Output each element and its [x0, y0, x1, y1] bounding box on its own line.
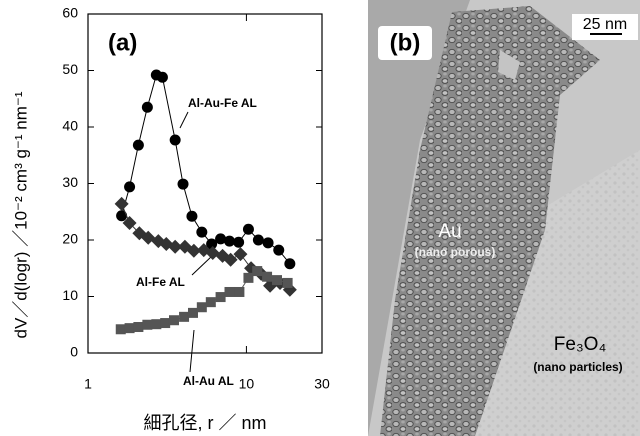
region-sublabel: (nano particles): [533, 360, 622, 374]
point: [170, 134, 181, 145]
annotation-arrow: [192, 256, 212, 275]
x-tick-label: 1: [84, 376, 92, 392]
point: [178, 179, 189, 190]
figure: 25 nm (b) Au (nano porous) Fe₃O₄ (nano p…: [0, 0, 640, 436]
x-axis-label: 細孔径, r ／ nm: [143, 413, 266, 433]
point: [206, 297, 216, 307]
point: [188, 308, 198, 318]
annotation: Al-Au-Fe AL: [188, 96, 257, 110]
tem-image: 25 nm (b) Au (nano porous) Fe₃O₄ (nano p…: [368, 0, 640, 436]
point: [283, 278, 293, 288]
point: [273, 245, 284, 256]
point: [133, 140, 144, 151]
plot-frame: [88, 14, 322, 353]
point: [253, 235, 264, 246]
point: [224, 287, 234, 297]
point: [196, 227, 207, 238]
annotation-arrow: [180, 112, 188, 128]
point: [179, 312, 189, 322]
point: [216, 292, 226, 302]
panel-label: (a): [108, 29, 137, 56]
point: [233, 237, 244, 248]
point: [124, 181, 135, 192]
panel-label: (b): [390, 29, 421, 56]
point: [133, 322, 143, 332]
point: [169, 315, 179, 325]
point: [142, 102, 153, 113]
y-tick-label: 20: [62, 231, 78, 247]
region-label: Au: [438, 221, 461, 242]
y-tick-label: 60: [62, 5, 78, 21]
point: [160, 318, 170, 328]
point: [186, 211, 197, 222]
x-tick-label: 10: [239, 376, 255, 392]
scale-bar-label: 25 nm: [583, 16, 627, 33]
region-label: Fe₃O₄: [554, 334, 607, 355]
annotation: Al-Au AL: [183, 374, 234, 388]
y-tick-label: 40: [62, 118, 78, 134]
point: [157, 72, 168, 83]
y-axis-label: dV／d(logr) ／10⁻² cm³ g⁻¹ nm⁻¹: [11, 91, 30, 338]
point: [272, 275, 282, 285]
point: [243, 224, 254, 235]
region-sublabel: (nano porous): [415, 245, 496, 259]
annotation-arrow: [190, 330, 194, 372]
y-tick-label: 10: [62, 287, 78, 303]
point: [142, 320, 152, 330]
y-tick-label: 30: [62, 174, 78, 190]
y-tick-label: 50: [62, 61, 78, 77]
annotation: Al-Fe AL: [136, 275, 185, 289]
page: 25 nm (b) Au (nano porous) Fe₃O₄ (nano p…: [0, 0, 640, 436]
x-tick-label: 30: [314, 376, 330, 392]
point: [252, 266, 262, 276]
y-tick-label: 0: [70, 344, 78, 360]
point: [116, 324, 126, 334]
point: [151, 319, 161, 329]
point: [125, 323, 135, 333]
point: [243, 273, 253, 283]
point: [284, 258, 295, 269]
point: [262, 272, 272, 282]
point: [197, 302, 207, 312]
point: [263, 237, 274, 248]
point: [234, 287, 244, 297]
